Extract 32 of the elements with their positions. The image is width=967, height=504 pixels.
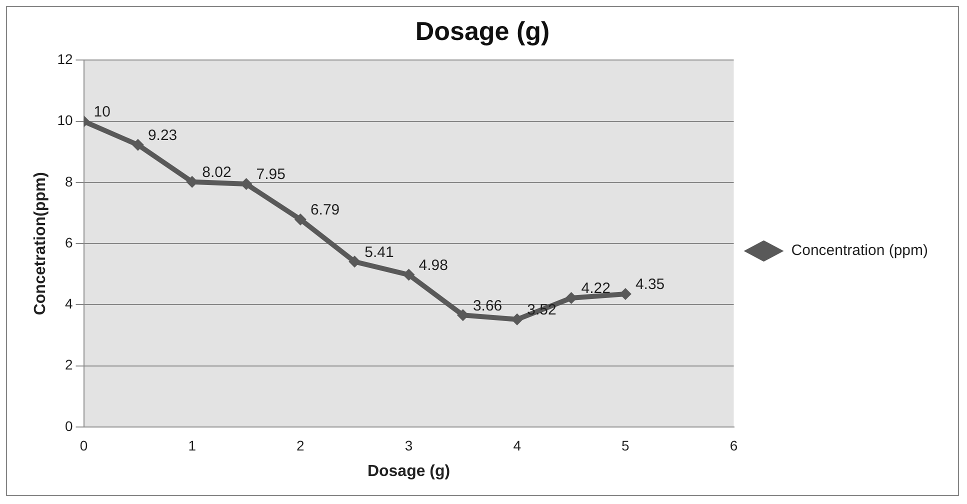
y-tick-label: 2 [64, 356, 73, 373]
x-tick-label: 3 [404, 437, 413, 454]
x-tick-label: 0 [80, 437, 88, 454]
data-label: 4.35 [635, 276, 665, 294]
y-axis-title: Concetration(ppm) [32, 172, 50, 316]
y-tick-label: 4 [64, 296, 73, 312]
point [132, 138, 144, 151]
y-tick-label: 6 [64, 234, 73, 250]
x-tick-label: 1 [188, 437, 196, 454]
x-axis-title: Dosage (g) [367, 462, 450, 480]
y-tick-label: 0 [64, 418, 73, 434]
data-label: 3.66 [472, 297, 502, 314]
x-tick-label: 4 [513, 437, 522, 454]
point [348, 256, 361, 268]
data-label: 9.23 [148, 127, 178, 144]
chart-title: Dosage (g) [415, 16, 550, 46]
data-label: 6.79 [310, 202, 340, 219]
data-label: 4.22 [581, 280, 610, 298]
data-label: 10 [94, 103, 110, 120]
x-tick-label: 6 [730, 437, 738, 454]
y-tick-label: 10 [57, 112, 73, 128]
legend-label: Concentration (ppm) [791, 242, 928, 260]
y-tick-label: 8 [64, 173, 73, 190]
data-label: 8.02 [202, 164, 232, 181]
data-label: 4.98 [418, 256, 448, 274]
x-tick-label: 5 [622, 437, 630, 454]
data-label: 5.41 [364, 244, 394, 261]
x-tick-label: 2 [296, 437, 305, 454]
y-tick-label: 12 [57, 51, 73, 68]
point [294, 213, 306, 226]
point [402, 268, 415, 281]
data-label: 7.95 [256, 166, 286, 184]
